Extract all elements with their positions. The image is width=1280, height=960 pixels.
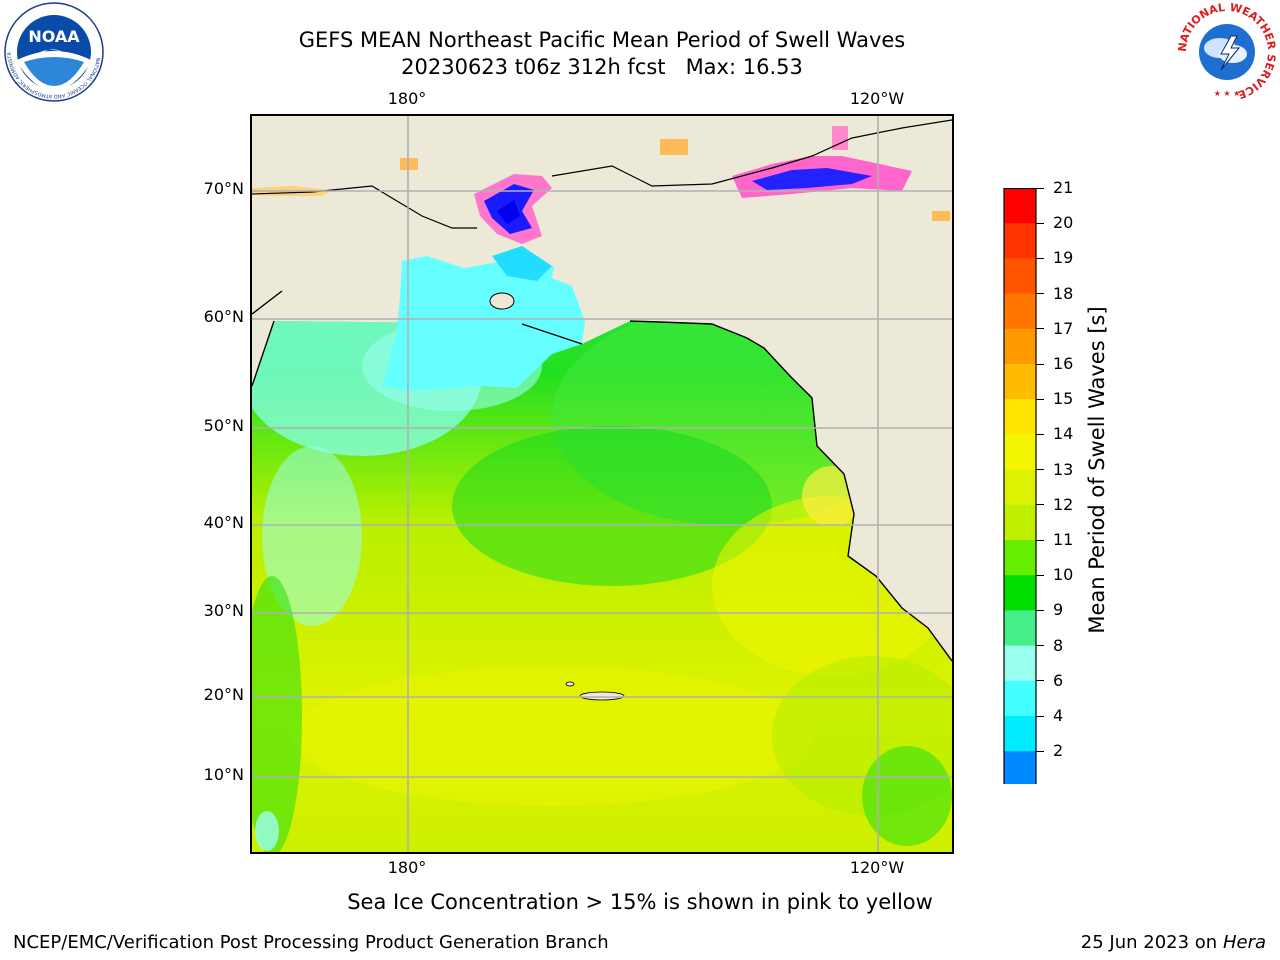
colorbar-segment <box>1004 364 1036 400</box>
colorbar-label: 13 <box>1053 459 1074 479</box>
lon-label-top-180: 180° <box>387 89 427 108</box>
colorbar-tick <box>1036 257 1044 259</box>
lon-label-top-120w: 120°W <box>849 89 905 108</box>
lat-label-30n: 30°N <box>203 601 244 620</box>
colorbar-segment <box>1004 680 1036 717</box>
colorbar-tick <box>1036 187 1044 189</box>
colorbar-segment <box>1004 610 1036 647</box>
colorbar-segment <box>1004 469 1036 506</box>
colorbar-tick <box>1036 222 1044 224</box>
colorbar-title: Mean Period of Swell Waves [s] <box>1085 306 1109 634</box>
colorbar-tick <box>1036 293 1044 295</box>
nws-logo-icon: NATIONAL WEATHER SERVICE ★ ★ ★ <box>1176 1 1278 102</box>
colorbar-tick <box>1036 680 1044 682</box>
colorbar-tick <box>1036 398 1044 400</box>
colorbar-label: 2 <box>1053 741 1064 761</box>
colorbar-tick <box>1036 328 1044 330</box>
host-name: Hera <box>1222 932 1266 953</box>
colorbar-segment <box>1004 716 1036 752</box>
chart-title: GEFS MEAN Northeast Pacific Mean Period … <box>298 28 906 52</box>
colorbar-label: 19 <box>1053 248 1074 268</box>
lon-label-bottom-120w: 120°W <box>849 858 905 877</box>
date-value: 25 Jun 2023 on <box>1080 932 1218 953</box>
colorbar-segment <box>1004 434 1036 471</box>
colorbar-label: 11 <box>1053 530 1074 549</box>
lat-label-20n: 20°N <box>203 685 244 704</box>
colorbar-segment <box>1004 504 1036 541</box>
colorbar-label: 16 <box>1053 354 1074 373</box>
colorbar-tick <box>1036 363 1044 365</box>
lon-label-bottom-180: 180° <box>387 858 427 877</box>
noaa-logo-icon: NOAA NATIONAL OCEANIC AND ATMOSPHERIC AD… <box>1 0 104 102</box>
colorbar-segment <box>1004 645 1036 682</box>
colorbar-tick <box>1036 609 1044 611</box>
colorbar-tick <box>1036 539 1044 541</box>
colorbar-label: 6 <box>1053 670 1064 690</box>
colorbar-label: 17 <box>1053 318 1074 338</box>
colorbar-label: 18 <box>1053 283 1074 303</box>
colorbar-segment <box>1004 258 1036 295</box>
colorbar-segment <box>1004 540 1036 576</box>
colorbar-label: 14 <box>1053 424 1074 444</box>
lat-label-50n: 50°N <box>203 416 244 435</box>
chart-subtitle: 20230623 t06z 312h fcst Max: 16.53 <box>401 55 803 79</box>
noaa-logo-text: NOAA <box>28 27 80 46</box>
colorbar-segment <box>1004 575 1036 611</box>
colorbar-tick <box>1036 574 1044 576</box>
colorbar-segment <box>1004 328 1036 365</box>
colorbar-label: 21 <box>1053 178 1074 197</box>
date-text: 25 Jun 2023 on Hera <box>1081 932 1266 953</box>
colorbar-segment <box>1004 293 1036 330</box>
svg-text:★ ★ ★: ★ ★ ★ <box>1214 89 1241 98</box>
colorbar <box>1003 188 1037 784</box>
lat-label-40n: 40°N <box>203 513 244 532</box>
colorbar-label: 20 <box>1053 213 1074 233</box>
colorbar-tick <box>1036 469 1044 471</box>
colorbar-label: 12 <box>1053 494 1074 514</box>
colorbar-tick <box>1036 504 1044 506</box>
colorbar-segment <box>1004 751 1036 784</box>
colorbar-label: 4 <box>1053 706 1064 725</box>
colorbar-tick <box>1036 645 1044 647</box>
colorbar-tick <box>1036 715 1044 717</box>
sea-ice-note: Sea Ice Concentration > 15% is shown in … <box>347 890 933 914</box>
swell-period-map <box>250 114 954 854</box>
colorbar-label: 15 <box>1053 389 1074 409</box>
colorbar-tick <box>1036 750 1044 752</box>
colorbar-tick <box>1036 433 1044 435</box>
colorbar-segment <box>1004 188 1036 224</box>
colorbar-label: 9 <box>1053 600 1064 620</box>
lat-label-60n: 60°N <box>203 307 244 326</box>
colorbar-label: 10 <box>1053 565 1074 585</box>
lat-label-70n: 70°N <box>203 179 244 198</box>
lat-label-10n: 10°N <box>203 765 244 784</box>
credit-text: NCEP/EMC/Verification Post Processing Pr… <box>13 932 609 953</box>
colorbar-segment <box>1004 223 1036 259</box>
colorbar-outline <box>1003 188 1037 784</box>
colorbar-label: 8 <box>1053 635 1064 655</box>
map-canvas <box>252 116 952 852</box>
colorbar-segment <box>1004 399 1036 435</box>
